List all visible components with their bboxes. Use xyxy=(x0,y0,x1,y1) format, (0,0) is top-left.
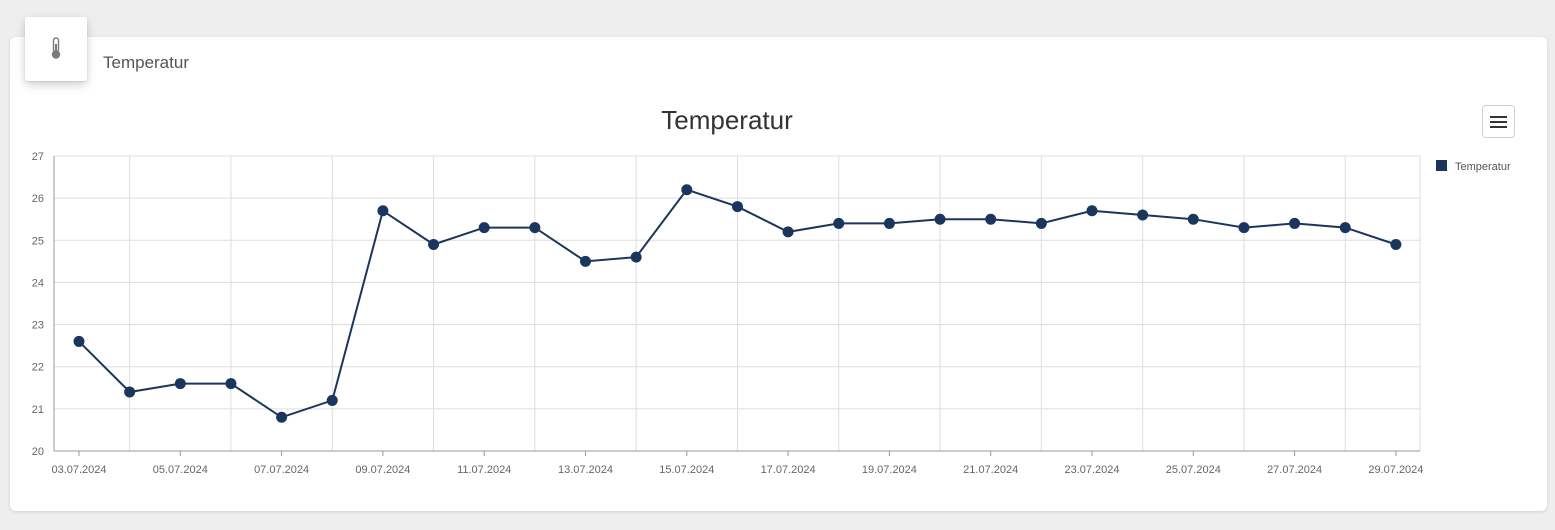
data-point[interactable] xyxy=(124,386,136,398)
data-point[interactable] xyxy=(326,394,338,406)
data-point[interactable] xyxy=(1187,213,1199,225)
thermometer-icon xyxy=(51,37,61,59)
y-tick-label: 23 xyxy=(32,320,44,332)
y-tick-label: 25 xyxy=(32,235,44,247)
chart-card xyxy=(10,37,1547,511)
y-tick-label: 27 xyxy=(32,151,44,163)
y-tick-label: 20 xyxy=(32,446,44,458)
data-point[interactable] xyxy=(1035,217,1047,229)
y-tick-label: 22 xyxy=(32,362,44,374)
chart-menu-button[interactable] xyxy=(1482,105,1515,138)
data-point[interactable] xyxy=(1289,217,1301,229)
data-point[interactable] xyxy=(731,201,743,213)
data-point[interactable] xyxy=(478,222,490,234)
data-point[interactable] xyxy=(174,378,186,390)
hamburger-menu-icon-line xyxy=(1490,120,1507,123)
axes: 20 21 22 23 24 25 26 27 03.07.2024 05.07.2024 07.0… xyxy=(32,151,1424,476)
x-tick-label: 25.07.2024 xyxy=(1166,464,1221,476)
x-tick-label: 13.07.2024 xyxy=(558,464,613,476)
series-temperatur xyxy=(73,184,1402,423)
data-point[interactable] xyxy=(225,378,237,390)
data-point[interactable] xyxy=(1339,222,1351,234)
data-point[interactable] xyxy=(985,213,997,225)
card-icon-box xyxy=(25,17,87,81)
data-point[interactable] xyxy=(1390,239,1402,250)
x-tick-label: 11.07.2024 xyxy=(457,464,511,476)
data-point[interactable] xyxy=(276,411,288,423)
data-point[interactable] xyxy=(529,222,541,234)
chart-title: Temperatur xyxy=(661,105,793,135)
x-tick-label: 15.07.2024 xyxy=(659,464,714,476)
data-point[interactable] xyxy=(1086,205,1098,217)
data-point[interactable] xyxy=(1238,222,1250,234)
x-tick-label: 09.07.2024 xyxy=(355,464,410,476)
data-point[interactable] xyxy=(428,239,440,250)
y-tick-label: 26 xyxy=(32,193,44,205)
x-tick-label: 29.07.2024 xyxy=(1368,464,1423,476)
x-tick-label: 17.07.2024 xyxy=(761,464,816,476)
data-point[interactable] xyxy=(883,217,895,229)
x-tick-label: 23.07.2024 xyxy=(1064,464,1119,476)
x-tick-label: 27.07.2024 xyxy=(1267,464,1322,476)
y-tick-label: 21 xyxy=(32,404,44,416)
data-point[interactable] xyxy=(681,184,693,196)
legend[interactable]: Temperatur xyxy=(1436,160,1511,173)
x-tick-label: 19.07.2024 xyxy=(862,464,917,476)
y-tick-label: 24 xyxy=(32,277,44,289)
grid xyxy=(53,155,1421,452)
x-tick-label: 07.07.2024 xyxy=(254,464,309,476)
data-point[interactable] xyxy=(934,213,946,225)
x-tick-label: 05.07.2024 xyxy=(153,464,208,476)
data-point[interactable] xyxy=(73,335,85,347)
legend-marker[interactable] xyxy=(1436,160,1447,171)
data-point[interactable] xyxy=(580,255,591,267)
legend-label[interactable]: Temperatur xyxy=(1455,161,1511,173)
hamburger-menu-icon xyxy=(1490,115,1507,118)
data-point[interactable] xyxy=(833,217,845,229)
x-tick-label: 21.07.2024 xyxy=(963,464,1018,476)
data-point[interactable] xyxy=(377,205,389,217)
card-title: Temperatur xyxy=(103,53,189,72)
hamburger-menu-icon-line xyxy=(1490,125,1507,128)
data-point[interactable] xyxy=(782,226,794,238)
data-point[interactable] xyxy=(630,251,642,263)
x-tick-label: 03.07.2024 xyxy=(51,464,106,476)
data-point[interactable] xyxy=(1137,209,1149,221)
